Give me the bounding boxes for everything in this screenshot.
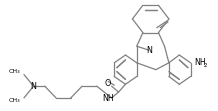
Text: N: N: [31, 82, 36, 91]
Text: O: O: [105, 79, 111, 88]
Text: 2: 2: [204, 63, 207, 68]
Text: CH₃: CH₃: [9, 98, 20, 103]
Text: NH: NH: [194, 58, 206, 67]
Text: CH₃: CH₃: [9, 69, 20, 74]
Text: NH: NH: [102, 94, 114, 103]
Text: N: N: [146, 46, 152, 55]
